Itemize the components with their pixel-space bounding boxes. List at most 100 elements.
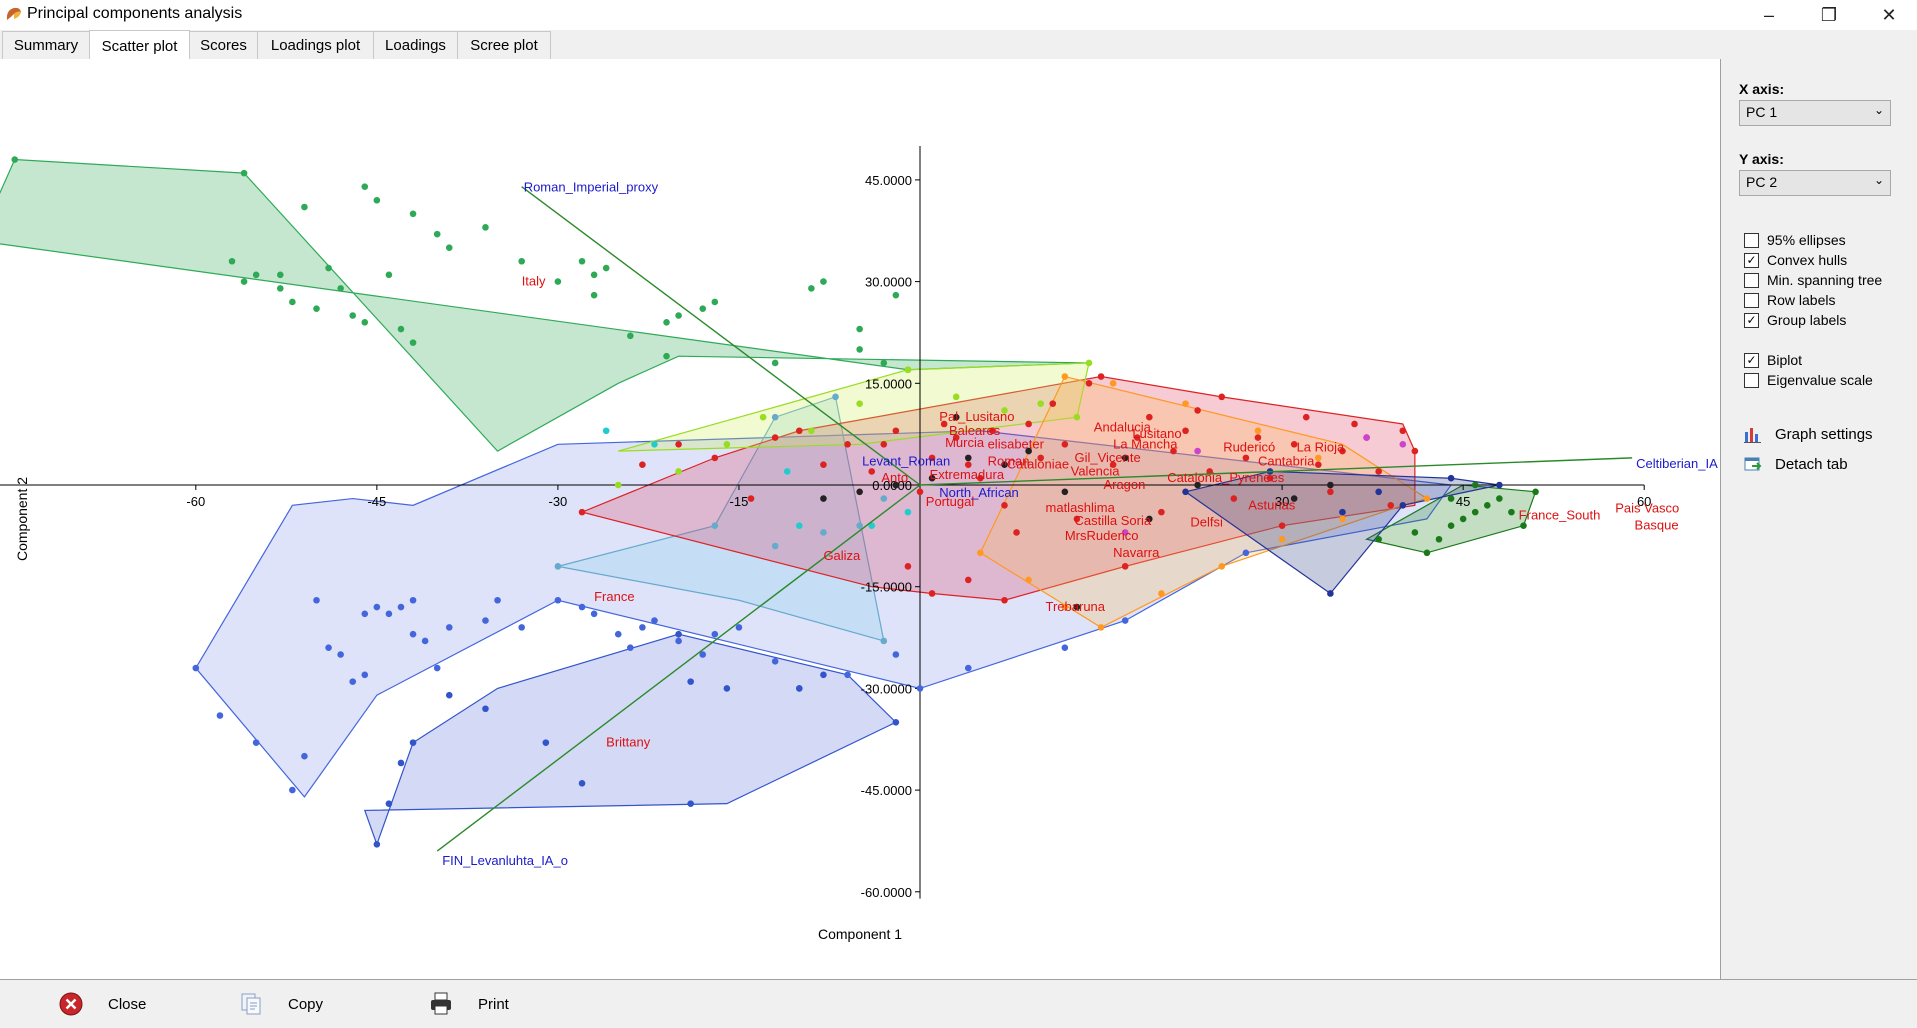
data-point-iberia [639,461,646,468]
group-label: matlashlima [1046,500,1116,515]
group-label: France_South [1519,508,1601,523]
data-point-france [627,644,634,652]
tab-scatter-plot[interactable]: Scatter plot [89,30,190,61]
checkbox-group-labels[interactable]: ✓ Group labels [1744,311,1846,329]
data-point-brittany [675,630,682,638]
tab-scores[interactable]: Scores [189,31,258,59]
data-point-france [301,752,308,760]
data-point-italy [289,298,296,306]
data-point-iberia [868,468,876,475]
checkbox-box[interactable] [1744,372,1759,388]
data-point-france [373,603,381,611]
data-point-cyan [796,522,803,529]
x-axis-select[interactable]: PC 1 ⌄ [1739,100,1891,126]
data-point-basque [1459,515,1467,523]
data-point-france [337,651,344,658]
checkbox-convex-hulls[interactable]: ✓ Convex hulls [1744,251,1847,269]
data-point-italy [361,318,369,326]
data-point-orange [1025,576,1032,584]
data-point-italy [349,312,357,319]
data-point-france [325,644,332,652]
group-label: North_African [939,485,1018,500]
biplot-label: Celtiberian_IA [1636,456,1718,471]
convex-hull-basque [1364,484,1537,554]
data-point-magenta [1399,441,1407,448]
data-point-france [964,664,972,672]
graph-settings-label: Graph settings [1775,425,1873,443]
print-button[interactable]: Print [428,990,509,1018]
tab-label: Scatter plot [101,37,178,55]
data-point-iberia [1278,522,1286,529]
data-point-lime [1073,413,1081,421]
group-label: Delfsi [1190,514,1223,529]
close-window-button[interactable]: ✕ [1881,4,1897,25]
group-label: Rudericó [1223,440,1275,455]
checkbox-box[interactable] [1744,292,1759,308]
tab-scree-plot[interactable]: Scree plot [457,31,551,59]
data-point-brittany [445,691,453,699]
data-point-iberia [1302,413,1310,421]
data-point-iberia [1121,563,1129,570]
checkbox-95-ellipses[interactable]: 95% ellipses [1744,231,1846,249]
data-point-orange [1097,624,1105,631]
data-point-basque [1435,535,1443,543]
data-point-galiza [856,522,863,529]
checkbox-box[interactable]: ✓ [1744,352,1759,368]
detach-tab-button[interactable]: Detach tab [1743,453,1848,475]
data-point-iberia [880,441,888,448]
data-point-navy [1375,488,1382,496]
bottom-toolbar: Close Copy Print [0,979,1917,1028]
restore-button[interactable]: ❐ [1820,4,1838,25]
close-button[interactable]: Close [58,990,146,1018]
scatter-plot-area[interactable]: -60 -45 -30 -15 30 45 60 45.0000 30.0000 15.0000 0… [0,59,1721,979]
data-point-cyan [651,441,658,448]
data-point-galiza [832,393,839,401]
data-point-iberia [1170,447,1177,455]
graph-settings-button[interactable]: Graph settings [1743,423,1873,445]
y-tick-label: -60.0000 [861,885,912,900]
data-point-italy [663,352,670,360]
chevron-down-icon: ⌄ [1873,173,1884,187]
data-point-iberia [989,427,996,435]
group-label: Pal_Lusitano [939,409,1014,424]
settings-panel: X axis: PC 1 ⌄ Y axis: PC 2 ⌄ 95% ellipses… [1721,59,1917,979]
y-axis-select[interactable]: PC 2 ⌄ [1739,170,1891,196]
checkbox-box[interactable]: ✓ [1744,252,1759,268]
copy-button[interactable]: Copy [238,990,323,1018]
data-point-italy [699,305,707,313]
tab-summary[interactable]: Summary [2,31,90,59]
data-point-iberia [771,434,779,441]
checkbox-row-labels[interactable]: Row labels [1744,291,1835,309]
tab-loadings-plot[interactable]: Loadings plot [257,31,374,59]
minimize-button[interactable]: – [1763,4,1774,25]
checkbox-biplot[interactable]: ✓ Biplot [1744,351,1802,369]
data-point-galiza [711,522,719,529]
data-point-brittany [578,780,586,787]
y-axis-value: PC 2 [1746,174,1778,190]
data-point-iberia [1218,393,1226,401]
data-point-france [494,596,501,604]
checkbox-box[interactable] [1744,272,1759,288]
checkbox-label: Row labels [1767,292,1836,308]
checkbox-box[interactable] [1744,232,1759,248]
data-point-italy [276,271,284,279]
data-point-basque [1532,488,1539,496]
data-point-france [349,678,357,685]
checkbox-box[interactable]: ✓ [1744,312,1759,328]
x-tick-label: 30 [1275,494,1289,509]
data-point-italy [856,325,863,333]
tab-loadings[interactable]: Loadings [373,31,458,59]
data-point-levant_roman [820,495,827,502]
data-point-italy [409,339,417,346]
data-point-italy [301,203,308,211]
data-point-iberia [1242,454,1250,462]
data-point-italy [228,257,236,265]
close-label: Close [108,995,147,1013]
checkbox-eigenvalue-scale[interactable]: Eigenvalue scale [1744,371,1873,389]
data-point-iberia [1001,502,1008,509]
data-point-magenta [1121,529,1129,536]
pca-scatter-chart[interactable]: -60 -45 -30 -15 30 45 60 45.0000 30.0000 15.0000 0… [0,59,1720,979]
y-axis-title: Component 2 [14,477,30,561]
data-point-france [1242,549,1250,557]
checkbox-min-spanning-tree[interactable]: Min. spanning tree [1744,271,1882,289]
